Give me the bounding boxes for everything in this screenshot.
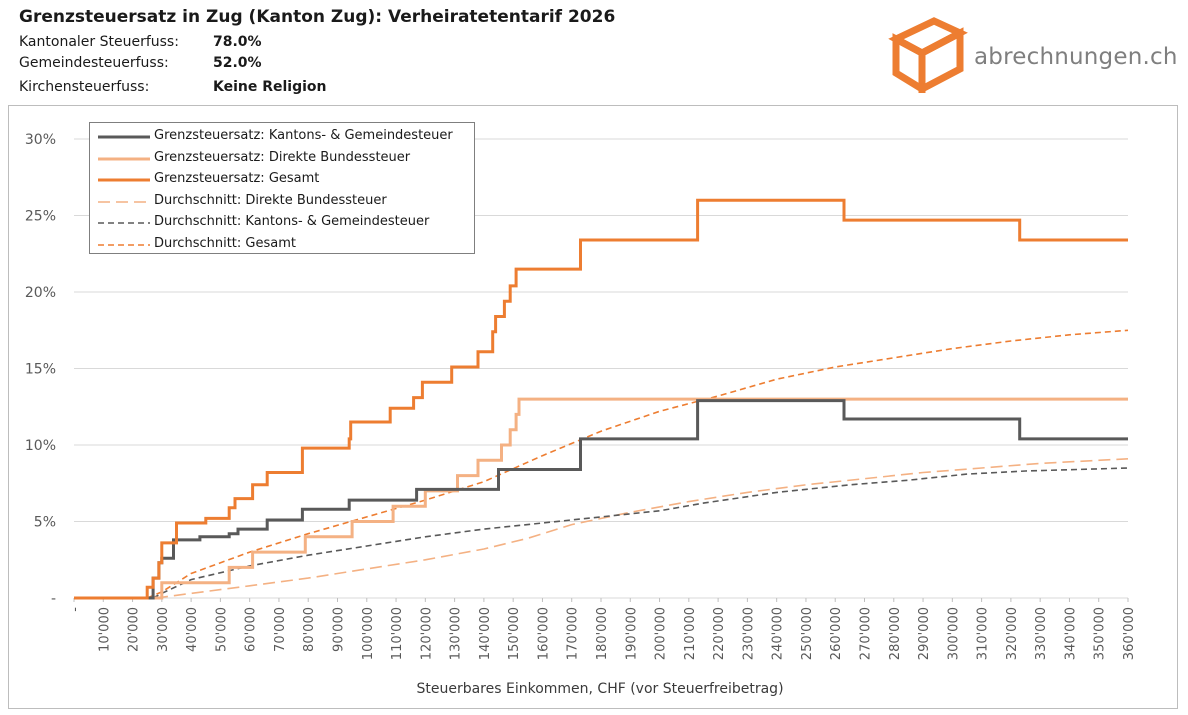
x-tick-label: 280'000 — [888, 607, 903, 660]
x-tick-label: 240'000 — [771, 607, 786, 660]
y-tick-label: 30% — [25, 132, 56, 148]
x-tick-label: 210'000 — [683, 607, 698, 660]
x-tick-label: - — [68, 607, 83, 612]
x-tick-label: 230'000 — [741, 607, 756, 660]
legend-swatch — [98, 157, 150, 160]
x-tick-label: 310'000 — [976, 607, 991, 660]
meta-value: Keine Religion — [213, 79, 327, 95]
x-tick-label: 250'000 — [800, 607, 815, 660]
legend-item: Durchschnitt: Gesamt — [90, 234, 474, 256]
legend-label: Durchschnitt: Direkte Bundessteuer — [154, 192, 387, 208]
x-tick-label: 150'000 — [507, 607, 522, 660]
x-tick-label: 20'000 — [127, 607, 142, 652]
x-tick-label: 50'000 — [214, 607, 229, 652]
series-line — [74, 198, 1128, 600]
x-tick-label: 70'000 — [273, 607, 288, 652]
chart-title: Grenzsteuersatz in Zug (Kanton Zug): Ver… — [19, 7, 616, 27]
x-tick-label: 270'000 — [859, 607, 874, 660]
meta-label: Kantonaler Steuerfuss: — [19, 34, 179, 50]
x-axis-label: Steuerbares Einkommen, CHF (vor Steuerfr… — [416, 681, 783, 697]
x-tick-label: 290'000 — [917, 607, 932, 660]
x-tick-label: 30'000 — [156, 607, 171, 652]
brand-logo: abrechnungen.ch — [888, 17, 1178, 97]
x-tick-label: 350'000 — [1093, 607, 1108, 660]
x-tick-label: 180'000 — [595, 607, 610, 660]
y-tick-label: 20% — [25, 285, 56, 301]
legend-item: Durchschnitt: Direkte Bundessteuer — [90, 191, 474, 213]
legend-item: Durchschnitt: Kantons- & Gemeindesteuer — [90, 212, 474, 234]
x-tick-label: 60'000 — [244, 607, 259, 652]
x-tick-label: 160'000 — [536, 607, 551, 660]
x-tick-label: 40'000 — [185, 607, 200, 652]
legend-swatch — [98, 222, 150, 224]
series-line — [146, 329, 1129, 599]
legend-item: Grenzsteuersatz: Gesamt — [90, 169, 474, 191]
legend-label: Grenzsteuersatz: Kantons- & Gemeindesteu… — [154, 128, 453, 143]
meta-value: 78.0% — [213, 34, 262, 50]
x-tick-label: 260'000 — [829, 607, 844, 660]
legend-item: Grenzsteuersatz: Kantons- & Gemeindesteu… — [90, 126, 474, 148]
legend-swatch — [98, 200, 150, 203]
legend-label: Grenzsteuersatz: Direkte Bundessteuer — [154, 149, 411, 165]
brand-name: abrechnungen.ch — [974, 44, 1178, 70]
legend-swatch — [98, 178, 150, 182]
x-tick-label: 170'000 — [566, 607, 581, 660]
meta-label: Gemeindesteuerfuss: — [19, 55, 169, 71]
legend-swatch — [98, 243, 150, 246]
x-tick-label: 330'000 — [1034, 607, 1049, 660]
x-tick-label: 340'000 — [1063, 607, 1078, 660]
x-tick-label: 110'000 — [390, 607, 405, 660]
x-tick-label: 220'000 — [712, 607, 727, 660]
y-tick-label: 5% — [34, 515, 56, 531]
legend-swatch — [98, 135, 150, 139]
series-line — [74, 397, 1128, 600]
x-tick-label: 120'000 — [419, 607, 434, 660]
legend-label: Durchschnitt: Kantons- & Gemeindesteuer — [154, 214, 430, 229]
x-tick-label: 100'000 — [361, 607, 376, 660]
x-tick-label: 200'000 — [654, 607, 669, 660]
chart-legend: Grenzsteuersatz: Kantons- & Gemeindesteu… — [89, 122, 475, 254]
x-tick-label: 80'000 — [302, 607, 317, 652]
x-tick-label: 10'000 — [97, 607, 112, 652]
x-tick-label: 320'000 — [1005, 607, 1020, 660]
meta-label: Kirchensteuerfuss: — [19, 79, 150, 95]
legend-item: Grenzsteuersatz: Direkte Bundessteuer — [90, 148, 474, 170]
y-tick-label: - — [51, 591, 56, 607]
legend-label: Durchschnitt: Gesamt — [154, 235, 296, 251]
y-tick-label: 10% — [25, 438, 56, 454]
y-tick-label: 15% — [25, 362, 56, 378]
box-logo-icon — [888, 17, 968, 96]
x-tick-label: 90'000 — [332, 607, 347, 652]
legend-label: Grenzsteuersatz: Gesamt — [154, 171, 320, 186]
x-tick-label: 130'000 — [449, 607, 464, 660]
y-tick-label: 25% — [25, 209, 56, 225]
series-line — [155, 458, 1129, 599]
x-tick-label: 300'000 — [946, 607, 961, 660]
meta-value: 52.0% — [213, 55, 262, 71]
x-tick-label: 190'000 — [624, 607, 639, 660]
x-tick-label: 140'000 — [478, 607, 493, 660]
x-tick-label: 360'000 — [1122, 607, 1137, 660]
